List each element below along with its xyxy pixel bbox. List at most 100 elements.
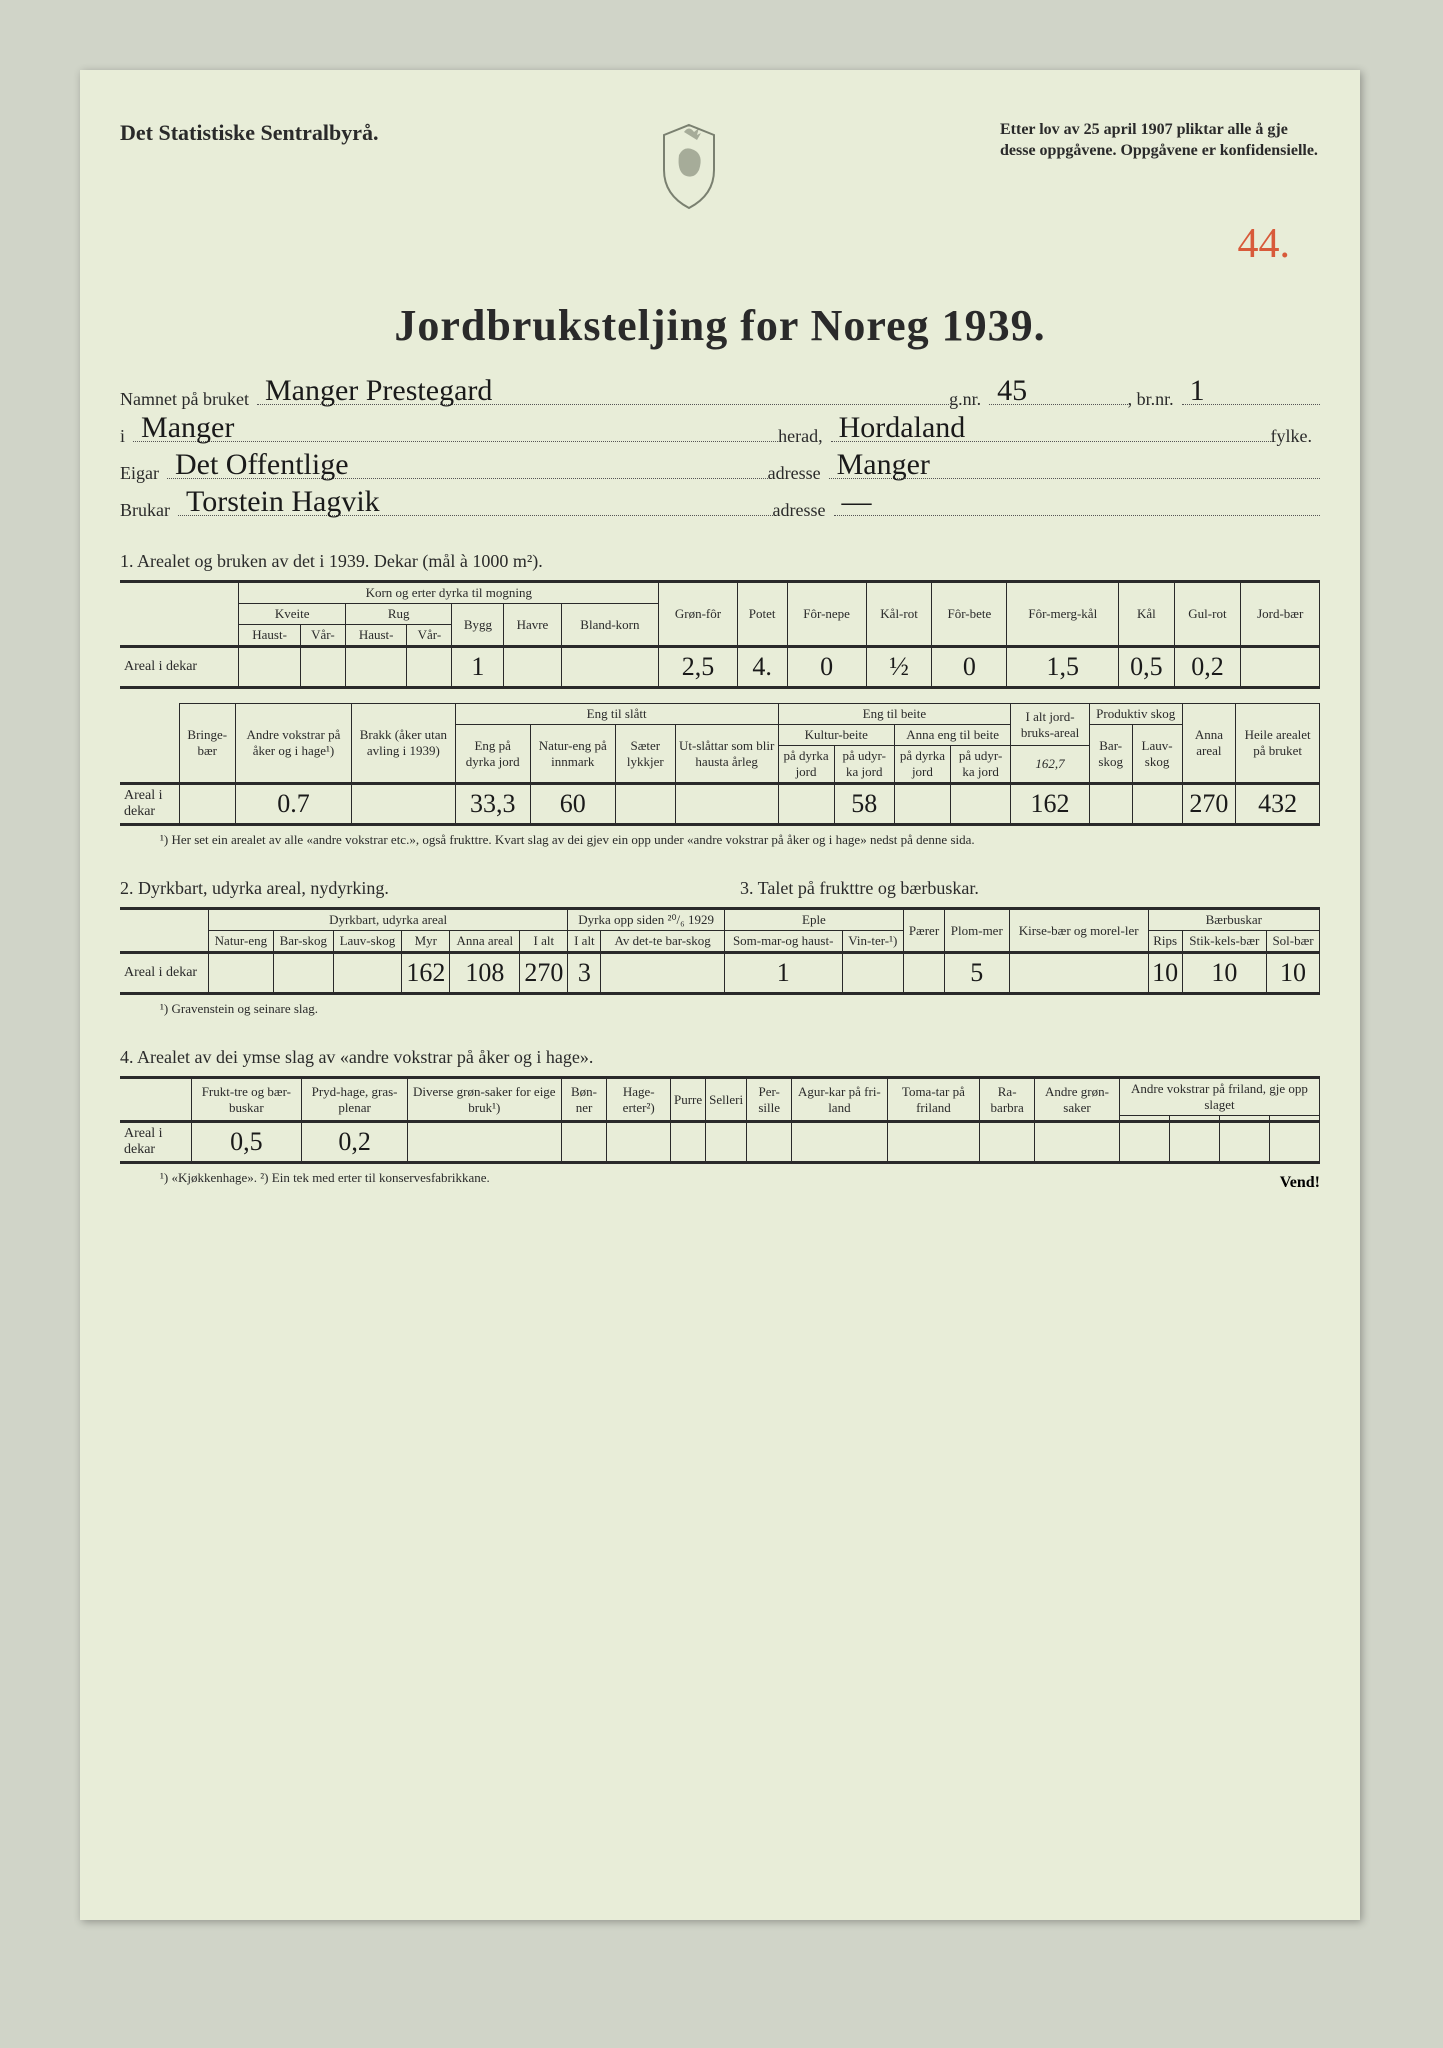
- th-persille: Per-sille: [747, 1078, 792, 1122]
- law-text: Etter lov av 25 april 1907 pliktar alle …: [1000, 120, 1320, 162]
- v-ialt2: 270: [520, 953, 568, 994]
- th-purre: Purre: [670, 1078, 705, 1122]
- th-barskog2: Bar-skog: [273, 931, 333, 953]
- fylke-value: Hordaland: [839, 411, 966, 445]
- v-potet: 4.: [737, 647, 787, 688]
- brnr-label: , br.nr.: [1128, 389, 1174, 410]
- bruket-value: Manger Prestegard: [265, 374, 492, 408]
- v-anna2: 108: [450, 953, 520, 994]
- th-prydhage: Pryd-hage, gras-plenar: [302, 1078, 408, 1122]
- th-myr: Myr: [402, 931, 450, 953]
- v-fornepe: 0: [787, 647, 866, 688]
- th-rug: Rug: [345, 604, 452, 625]
- header: Det Statistiske Sentralbyrå. Etter lov a…: [120, 120, 1320, 210]
- th-hageerter: Hage-erter²): [607, 1078, 671, 1122]
- th-andre-friland: Andre vokstrar på friland, gje opp slage…: [1120, 1078, 1320, 1116]
- th-ialt2: I alt: [520, 931, 568, 953]
- table-1a: Korn og erter dyrka til mogning Grøn-fôr…: [120, 580, 1320, 689]
- v-bygg: 1: [452, 647, 504, 688]
- th-rabarbra: Ra-barbra: [980, 1078, 1035, 1122]
- v-sommar: 1: [724, 953, 842, 994]
- section-2-title: 2. Dyrkbart, udyrka areal, nydyrking.: [120, 878, 700, 899]
- herad-label: herad,: [778, 426, 822, 447]
- v-kultur-pu: 58: [834, 784, 894, 825]
- th-ialt-sub: 162,7: [1011, 746, 1090, 784]
- census-form-page: Det Statistiske Sentralbyrå. Etter lov a…: [80, 70, 1360, 1920]
- th-natureng2: Natur-eng: [208, 931, 273, 953]
- th-kal: Kål: [1119, 582, 1174, 647]
- th-andre-gron: Andre grøn-saker: [1035, 1078, 1120, 1122]
- v-heile: 432: [1236, 784, 1320, 825]
- table-1b: Bringe-bær Andre vokstrar på åker og i h…: [120, 703, 1320, 826]
- th-jordbaer: Jord-bær: [1241, 582, 1320, 647]
- v-myr: 162: [402, 953, 450, 994]
- row-label-1b: Areal i dekar: [120, 784, 179, 825]
- th-havre: Havre: [504, 604, 561, 647]
- fylke-label: fylke.: [1271, 426, 1312, 447]
- th-sommar: Som-mar-og haust-: [724, 931, 842, 953]
- footnote-2: ¹) Gravenstein og seinare slag.: [160, 1001, 1320, 1017]
- v-anna: 270: [1182, 784, 1236, 825]
- adresse-label-2: adresse: [773, 500, 826, 521]
- gnr-label: g.nr.: [949, 389, 981, 410]
- bruket-label: Namnet på bruket: [120, 389, 249, 410]
- brnr-value: 1: [1190, 374, 1205, 408]
- th-eng-beite: Eng til beite: [778, 704, 1011, 725]
- table-2-3: Dyrkbart, udyrka areal Dyrka opp siden ²…: [120, 907, 1320, 995]
- v-eng-dyrka: 33,3: [455, 784, 530, 825]
- v-andre: 0.7: [235, 784, 351, 825]
- th-ialt-jord: I alt jord-bruks-areal: [1011, 704, 1090, 746]
- th-utslattar: Ut-slåttar som blir hausta årleg: [675, 725, 778, 784]
- form-fields: Namnet på bruket Manger Prestegard g.nr.…: [120, 381, 1320, 521]
- th-diverse: Diverse grøn-saker for eige bruk¹): [407, 1078, 561, 1122]
- v-rips: 10: [1148, 953, 1182, 994]
- v-kal: 0,5: [1119, 647, 1174, 688]
- th-gronf: Grøn-fôr: [659, 582, 738, 647]
- th-pd1: på dyrka jord: [778, 746, 834, 784]
- th-bringebaer: Bringe-bær: [179, 704, 235, 784]
- form-title: Jordbruksteljing for Noreg 1939.: [120, 300, 1320, 351]
- th-bonner: Bøn-ner: [561, 1078, 607, 1122]
- herad-value: Manger: [141, 411, 234, 445]
- th-korn: Korn og erter dyrka til mogning: [239, 582, 659, 604]
- adresse-label-1: adresse: [768, 463, 821, 484]
- th-vinter: Vin-ter-¹): [842, 931, 903, 953]
- th-heile: Heile arealet på bruket: [1236, 704, 1320, 784]
- footnote-4: ¹) «Kjøkkenhage». ²) Ein tek med erter t…: [160, 1170, 490, 1192]
- row-label-4: Areal i dekar: [120, 1122, 191, 1163]
- th-tomatar: Toma-tar på friland: [887, 1078, 980, 1122]
- th-anna-beite: Anna eng til beite: [894, 725, 1010, 746]
- th-haust2: Haust-: [345, 625, 406, 647]
- v-stikkels: 10: [1182, 953, 1266, 994]
- th-lauvskog: Lauv-skog: [1132, 725, 1182, 784]
- th-prod-skog: Produktiv skog: [1089, 704, 1182, 725]
- th-baerbuskar: Bærbuskar: [1148, 909, 1319, 931]
- table-4: Frukt-tre og bær-buskar Pryd-hage, gras-…: [120, 1076, 1320, 1164]
- org-name: Det Statistiske Sentralbyrå.: [120, 120, 378, 146]
- th-rips: Rips: [1148, 931, 1182, 953]
- th-avdet: Av det-te bar-skog: [601, 931, 724, 953]
- th-saeter: Sæter lykkjer: [615, 725, 675, 784]
- th-bygg: Bygg: [452, 604, 504, 647]
- v-ialt3: 3: [568, 953, 601, 994]
- row-label-2: Areal i dekar: [120, 953, 208, 994]
- v-kalrot: ½: [866, 647, 932, 688]
- th-kirsebaer: Kirse-bær og morel-ler: [1009, 909, 1148, 953]
- i-label: i: [120, 426, 125, 447]
- th-dyrkbart: Dyrkbart, udyrka areal: [208, 909, 568, 931]
- brukar-value: Torstein Hagvik: [186, 485, 380, 519]
- th-brakk: Brakk (åker utan avling i 1939): [352, 704, 456, 784]
- th-anna2: Anna areal: [450, 931, 520, 953]
- th-dyrka-opp: Dyrka opp siden ²⁰/₆ 1929: [568, 909, 724, 931]
- v-ialt: 162: [1011, 784, 1090, 825]
- eigar-value: Det Offentlige: [175, 448, 349, 482]
- th-lauvskog2: Lauv-skog: [333, 931, 402, 953]
- v-solbaer: 10: [1267, 953, 1320, 994]
- th-stikkels: Stik-kels-bær: [1182, 931, 1266, 953]
- th-var2: Vår-: [407, 625, 452, 647]
- v-frukttre: 0,5: [191, 1122, 302, 1163]
- th-gulrot: Gul-rot: [1174, 582, 1241, 647]
- th-formergkal: Fôr-merg-kål: [1007, 582, 1119, 647]
- th-eng-dyrka: Eng på dyrka jord: [455, 725, 530, 784]
- th-potet: Potet: [737, 582, 787, 647]
